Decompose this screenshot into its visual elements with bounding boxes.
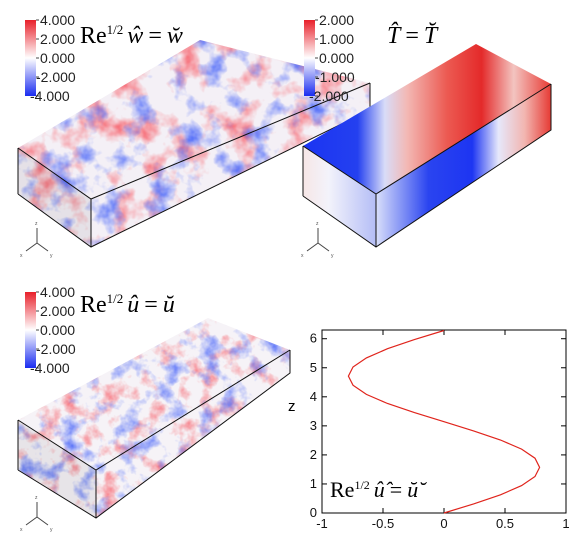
x-tick-label: 0.5 bbox=[496, 516, 514, 531]
panel-t: 2.000 1.000 0.000 -1.000 -2.000 T̂ = T̆ z … bbox=[301, 12, 552, 259]
y-ticks: 0 1 2 3 4 5 6 bbox=[310, 331, 566, 520]
x-tick-label: -1 bbox=[316, 516, 328, 531]
triad-w: z x y bbox=[20, 221, 53, 259]
x-ticks: -1 -0.5 0 0.5 1 bbox=[316, 330, 570, 531]
triad-u-y: y bbox=[50, 527, 53, 533]
colorbar-w-tick-0: 4.000 bbox=[40, 12, 75, 28]
colorbar-u-ticks: 4.000 2.000 0.000 -2.000 -4.000 bbox=[30, 284, 76, 376]
profile-annotation: Re1/2 û̂ = ŭ̆ bbox=[330, 477, 427, 502]
y-tick-label: 4 bbox=[310, 389, 317, 404]
colorbar-t bbox=[304, 20, 315, 96]
y-tick-label: 5 bbox=[310, 360, 317, 375]
x-tick-label: 0 bbox=[440, 516, 447, 531]
colorbar-u-tick-2: 0.000 bbox=[40, 322, 75, 338]
box-u-edges bbox=[17, 349, 291, 519]
colorbar-u-tick-4: -4.000 bbox=[30, 360, 70, 376]
y-tick-label: 2 bbox=[310, 447, 317, 462]
triad-w-z: z bbox=[35, 221, 38, 227]
colorbar-w-tick-1: 2.000 bbox=[40, 31, 75, 47]
colorbar-w-ticks: 4.000 2.000 0.000 -2.000 -4.000 bbox=[30, 12, 76, 104]
box-t-top bbox=[303, 44, 551, 194]
colorbar-w-tick-3: -2.000 bbox=[36, 69, 76, 85]
colorbar-t-tick-3: -1.000 bbox=[315, 69, 355, 85]
label-u: Re1/2 û = ŭ bbox=[80, 291, 175, 318]
y-axis-label: z bbox=[288, 398, 296, 415]
y-tick-label: 6 bbox=[310, 331, 317, 346]
triad-w-y: y bbox=[50, 253, 53, 259]
label-w: Re1/2 ŵ = w̆ bbox=[80, 22, 183, 49]
triad-t-x: x bbox=[301, 253, 304, 259]
triad-u-z: z bbox=[35, 495, 38, 501]
colorbar-t-ticks: 2.000 1.000 0.000 -1.000 -2.000 bbox=[309, 12, 355, 104]
profile-chart: -1 -0.5 0 0.5 1 0 1 2 3 4 5 6 z Re1/2 û̂ = ŭ̆ bbox=[288, 329, 570, 531]
triad-t-z: z bbox=[316, 221, 319, 227]
colorbar-t-tick-4: -2.000 bbox=[309, 88, 349, 104]
box-t-edges bbox=[302, 83, 552, 248]
box-t-front bbox=[376, 84, 551, 247]
colorbar-u bbox=[25, 292, 36, 368]
box-t-side bbox=[303, 146, 376, 247]
box-w-side-shade bbox=[18, 148, 91, 247]
box-w-edges bbox=[17, 82, 371, 248]
y-tick-label: 3 bbox=[310, 418, 317, 433]
triad-t: z x y bbox=[301, 221, 334, 259]
x-tick-label: 1 bbox=[562, 516, 569, 531]
triad-u-x: x bbox=[20, 527, 23, 533]
y-tick-label: 0 bbox=[310, 505, 317, 520]
y-tick-label: 1 bbox=[310, 476, 317, 491]
colorbar-u-tick-0: 4.000 bbox=[40, 284, 75, 300]
profile-series-line bbox=[347, 329, 541, 514]
colorbar-w bbox=[25, 20, 36, 96]
colorbar-t-tick-1: 1.000 bbox=[319, 31, 354, 47]
x-tick-label: -0.5 bbox=[372, 516, 394, 531]
triad-u: z x y bbox=[20, 495, 53, 533]
panel-u: 4.000 2.000 0.000 -2.000 -4.000 Re1/2 û = ŭ… bbox=[17, 284, 291, 533]
colorbar-w-tick-4: -4.000 bbox=[30, 88, 70, 104]
box-u-side-shade bbox=[18, 420, 96, 518]
colorbar-u-tick-3: -2.000 bbox=[36, 341, 76, 357]
triad-w-x: x bbox=[20, 253, 23, 259]
colorbar-t-tick-0: 2.000 bbox=[319, 12, 354, 28]
label-t: T̂ = T̆ bbox=[387, 22, 439, 49]
triad-t-y: y bbox=[331, 253, 334, 259]
colorbar-t-tick-2: 0.000 bbox=[319, 50, 354, 66]
colorbar-u-tick-1: 2.000 bbox=[40, 303, 75, 319]
colorbar-w-tick-2: 0.000 bbox=[40, 50, 75, 66]
